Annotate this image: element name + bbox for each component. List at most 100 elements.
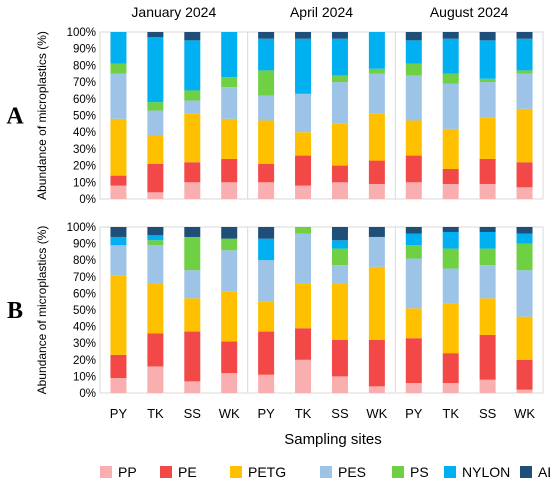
bar-segment-petg (405, 120, 422, 156)
bar-segment-pe (479, 334, 496, 380)
bar-segment-pes (295, 233, 312, 284)
bar-segment-aes (405, 227, 422, 234)
legend-label-pes: PES (338, 464, 366, 480)
y-tick-label: 90% (73, 44, 96, 56)
y-tick-label: 80% (73, 60, 96, 72)
bar-segment-pes (331, 265, 348, 284)
bar-segment-nylon (110, 32, 127, 64)
bar-segment-ps (479, 248, 496, 266)
period-label: August 2024 (430, 4, 509, 20)
bar-segment-ps (442, 73, 459, 84)
bar-segment-petg (331, 123, 348, 166)
x-tick-label: WK (366, 406, 387, 421)
y-tick-label: 60% (73, 288, 96, 300)
bar-segment-pp (368, 386, 385, 393)
period-labels: January 2024 April 2024 August 2024 (131, 4, 508, 20)
bar-segment-petg (479, 298, 496, 335)
bar-segment-aes (147, 227, 164, 236)
bar-segment-pp (184, 381, 201, 393)
bar-segment-pe (331, 339, 348, 377)
bar-segment-pp (331, 376, 348, 393)
bar-segment-pe (479, 158, 496, 184)
panel-a: 0% 10% 20% 30% 40% 50% 60% 70% 80% 90% 100% Abundan… (6, 27, 544, 206)
bar-segment-ps (221, 77, 238, 88)
bar-segment-petg (258, 301, 275, 332)
bar-segment-aes (442, 32, 459, 39)
x-axis: PY TK SS WK PY TK SS WK PY TK SS WK (110, 406, 536, 421)
bar-segment-nylon (368, 32, 385, 69)
bar-segment-ps (184, 236, 201, 271)
bar-segment-aes (258, 32, 275, 39)
bar-segment-pe (110, 354, 127, 379)
x-tick-label: TK (295, 406, 312, 421)
bar-segment-petg (295, 283, 312, 329)
bar-segment-pp (258, 182, 275, 199)
bar-segment-pes (442, 83, 459, 129)
bar-segment-pp (405, 383, 422, 393)
bar-segment-ps (147, 240, 164, 246)
bar-segment-pe (405, 155, 422, 183)
y-tick-label: 70% (73, 272, 96, 284)
bar-segment-pp (110, 185, 127, 199)
y-tick-label: 70% (73, 77, 96, 89)
bar-segment-pp (221, 373, 238, 393)
bar-segment-pes (516, 73, 533, 109)
bar-segment-ps (368, 68, 385, 74)
period-label: April 2024 (290, 4, 353, 20)
bar-segment-petg (295, 132, 312, 156)
x-tick-label: WK (514, 406, 535, 421)
y-tick-label: 100% (67, 222, 96, 234)
bar-segment-pp (442, 183, 459, 199)
bar-segment-pes (258, 95, 275, 121)
y-tick-label: 50% (73, 305, 96, 317)
bar-segment-pes (368, 73, 385, 114)
bar-segment-pp (295, 185, 312, 199)
bar-segment-pp (147, 192, 164, 199)
bar-segment-nylon (516, 38, 533, 71)
bar-segment-aes (368, 227, 385, 237)
bar-segment-aes (184, 32, 201, 41)
bar-segment-pes (368, 236, 385, 267)
legend-swatch-pe (160, 466, 172, 478)
x-axis-title: Sampling sites (284, 431, 382, 448)
y-tick-label: 80% (73, 255, 96, 267)
y-tick-label: 30% (73, 144, 96, 156)
bar-segment-pe (516, 359, 533, 390)
y-tick-label: 10% (73, 177, 96, 189)
bar-segment-pp (110, 378, 127, 393)
bar-segment-petg (368, 266, 385, 340)
bar-segment-pes (405, 75, 422, 121)
y-tick-label: 20% (73, 355, 96, 367)
bar-segment-nylon (258, 238, 275, 261)
bar-segment-pes (479, 82, 496, 118)
bar-segment-petg (405, 308, 422, 339)
y-tick-label: 10% (73, 371, 96, 383)
bar-segment-nylon (442, 231, 459, 249)
bar-segment-aes (516, 227, 533, 234)
legend: PP PE PETG PES PS NYLON AES (100, 464, 550, 480)
bar-segment-pe (258, 331, 275, 375)
bar-segment-pes (295, 93, 312, 133)
legend-label-nylon: NYLON (462, 464, 510, 480)
bar-segment-ps (295, 227, 312, 234)
x-tick-label: SS (331, 406, 349, 421)
bar-segment-petg (147, 283, 164, 334)
bar-segment-nylon (147, 37, 164, 103)
bar-segment-aes (147, 32, 164, 38)
y-tick-label: 40% (73, 127, 96, 139)
y-tick-label: 0% (79, 388, 96, 400)
y-tick-label: 50% (73, 111, 96, 123)
bar-segment-petg (442, 303, 459, 354)
bar-segment-ps (110, 63, 127, 74)
bar-segment-aes (405, 32, 422, 41)
legend-label-pp: PP (118, 464, 137, 480)
bar-segment-petg (110, 118, 127, 176)
bar-segment-petg (184, 113, 201, 163)
period-label: January 2024 (131, 4, 216, 20)
bar-segment-aes (110, 227, 127, 237)
bar-segment-pe (221, 158, 238, 183)
x-tick-label: PY (257, 406, 275, 421)
bar-segment-ps (331, 248, 348, 266)
bar-segment-pe (295, 328, 312, 360)
legend-label-ps: PS (410, 464, 429, 480)
